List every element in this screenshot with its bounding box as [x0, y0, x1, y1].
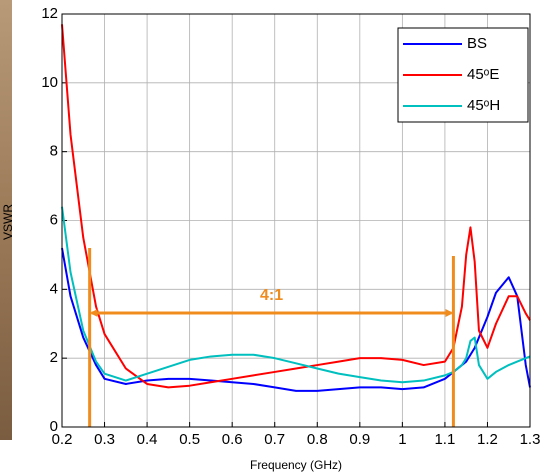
legend: BS 45ᵒE 45ᵒH [397, 27, 529, 123]
y-tick-label: 0 [50, 418, 58, 435]
plot-frame [61, 13, 531, 428]
x-tick-label: 1.2 [477, 431, 498, 448]
legend-label: 45ᵒE [467, 66, 499, 83]
x-tick-label: 0.7 [264, 431, 285, 448]
x-tick-label: 1 [398, 431, 406, 448]
series-line [61, 247, 531, 392]
y-tick-label: 10 [41, 74, 58, 91]
y-tick-label: 6 [50, 211, 58, 228]
series-line [61, 24, 531, 389]
x-tick-label: 0.3 [94, 431, 115, 448]
x-tick-label: 1.1 [434, 431, 455, 448]
x-tick-label: 0.5 [179, 431, 200, 448]
background-photo [0, 0, 12, 440]
y-tick-label: 12 [41, 5, 58, 22]
legend-label: BS [467, 35, 487, 52]
x-tick-label: 0.8 [307, 431, 328, 448]
y-tick-label: 8 [50, 143, 58, 160]
legend-label: 45ᵒH [467, 97, 500, 114]
x-tick-label: 0.9 [349, 431, 370, 448]
x-tick-label: 0.4 [137, 431, 158, 448]
x-tick-label: 0.2 [52, 431, 73, 448]
series-line [61, 206, 531, 384]
band-label: 4:1 [260, 287, 283, 304]
x-axis-label: Frequency (GHz) [250, 458, 342, 472]
x-tick-label: 1.3 [520, 431, 541, 448]
y-tick-label: 2 [50, 349, 58, 366]
x-tick-label: 0.6 [222, 431, 243, 448]
y-tick-label: 4 [50, 280, 58, 297]
y-axis-label: VSWR [1, 204, 15, 240]
